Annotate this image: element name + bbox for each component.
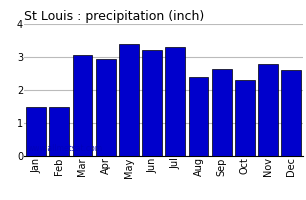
Bar — [119, 44, 139, 156]
Bar — [166, 47, 185, 156]
Bar — [73, 55, 92, 156]
Text: St Louis : precipitation (inch): St Louis : precipitation (inch) — [24, 10, 205, 23]
Bar — [258, 64, 278, 156]
Bar — [282, 70, 301, 156]
Bar — [26, 106, 46, 156]
Bar — [50, 106, 69, 156]
Bar — [212, 69, 232, 156]
Bar — [96, 59, 116, 156]
Bar — [235, 80, 255, 156]
Text: www.allmetsat.com: www.allmetsat.com — [27, 144, 103, 153]
Bar — [142, 50, 162, 156]
Bar — [189, 77, 208, 156]
